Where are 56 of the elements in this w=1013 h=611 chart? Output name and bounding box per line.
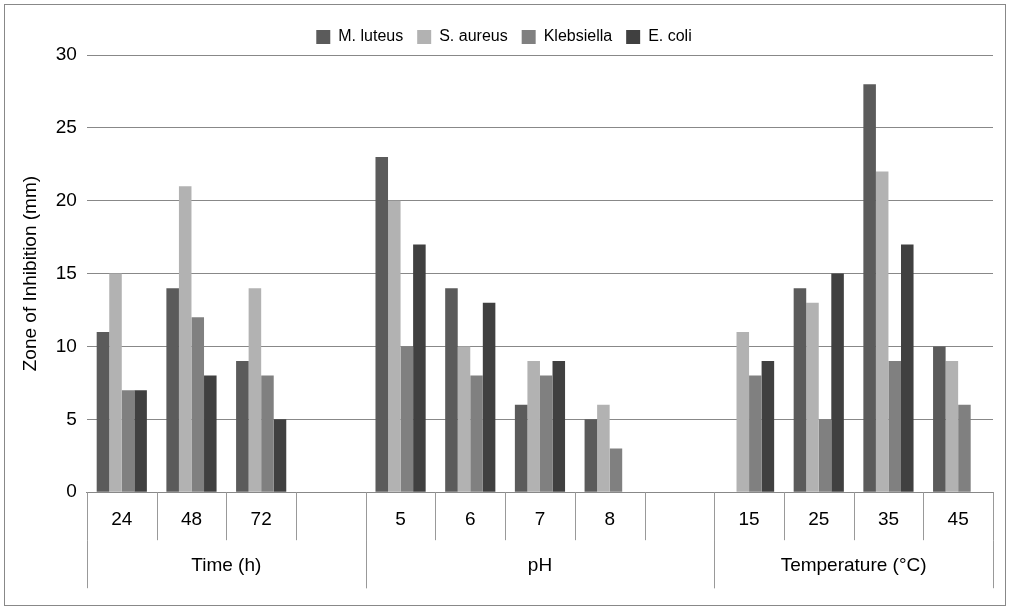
bar — [204, 375, 217, 492]
y-tick-label: 5 — [66, 407, 77, 429]
bar — [736, 331, 750, 492]
y-tick-label: 15 — [55, 261, 77, 283]
bar — [761, 361, 775, 492]
x-tick-label: 6 — [464, 507, 476, 529]
bar — [552, 361, 566, 492]
x-tick-label: 48 — [180, 507, 203, 529]
bar — [901, 244, 914, 492]
x-tick-label: 15 — [738, 507, 760, 529]
bar — [388, 200, 401, 492]
y-tick-label: 25 — [55, 116, 77, 138]
y-axis-title: Zone of Inhibition (mm) — [18, 175, 40, 372]
bar — [863, 84, 876, 492]
bar — [793, 288, 807, 492]
bar — [482, 302, 496, 492]
text: pH — [527, 554, 553, 576]
bar — [806, 302, 819, 492]
y-tick-label: 0 — [66, 480, 77, 502]
bar — [875, 171, 889, 492]
bar — [375, 157, 389, 492]
x-tick-label: 5 — [395, 507, 406, 529]
bar — [831, 273, 844, 492]
text: Temperature (°C) — [780, 554, 927, 576]
bar — [457, 346, 471, 492]
bar — [109, 273, 122, 492]
x-tick-label: 45 — [947, 507, 969, 529]
bar — [166, 288, 179, 492]
bar — [178, 186, 192, 492]
legend-label: Klebsiella — [543, 27, 613, 45]
bar — [96, 331, 110, 492]
x-tick-label: 25 — [808, 507, 830, 529]
x-tick-label: 35 — [877, 507, 900, 529]
y-tick-label: 10 — [55, 334, 77, 356]
bar — [933, 346, 946, 492]
bar — [527, 361, 540, 492]
bar — [584, 419, 598, 492]
bar — [445, 288, 458, 492]
bar — [248, 288, 262, 492]
x-tick-label: 8 — [604, 507, 615, 529]
x-tick-label: 24 — [111, 507, 133, 529]
bar — [945, 361, 959, 492]
bar — [273, 419, 287, 492]
bar — [597, 404, 610, 492]
bar — [236, 361, 249, 492]
text: Time (h) — [191, 554, 262, 576]
y-tick-label: 30 — [55, 43, 77, 65]
y-tick-label: 20 — [55, 188, 77, 210]
legend-label: E. coli — [648, 27, 692, 45]
bar — [514, 404, 528, 492]
x-tick-label: 7 — [534, 507, 546, 529]
bar — [413, 244, 426, 492]
legend-label: S. aureus — [439, 27, 508, 45]
bar — [134, 390, 147, 492]
legend-label: M. luteus — [338, 27, 404, 45]
x-tick-label: 72 — [250, 507, 272, 529]
